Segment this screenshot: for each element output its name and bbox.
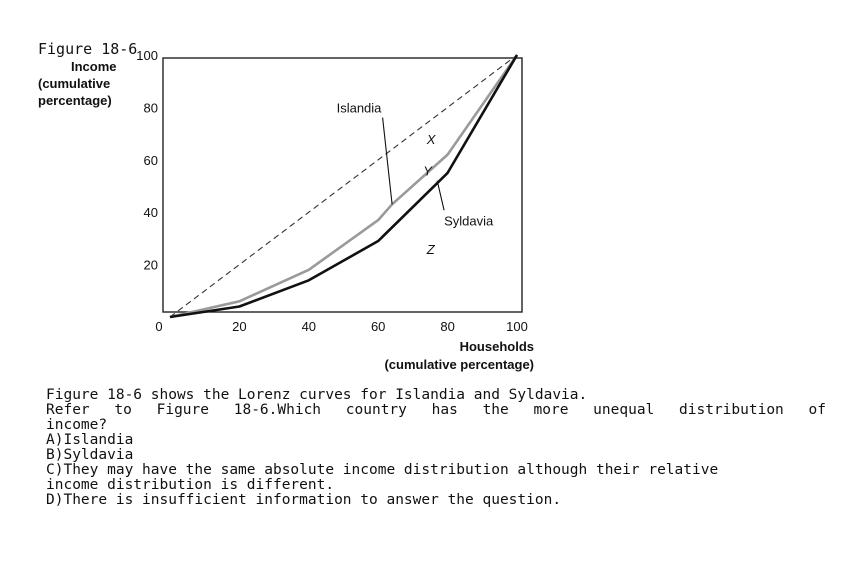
- option-c-cont: income distribution is different.: [46, 477, 335, 493]
- syldavia-curve: [169, 54, 519, 319]
- y-tick-label: 100: [136, 48, 158, 63]
- x-tick-label: 100: [506, 319, 528, 334]
- annotation-layer: Islandia Syldavia X Y Z: [337, 101, 494, 258]
- x-axis-label: Households (cumulative percentage): [356, 338, 534, 374]
- annotation-y: Y: [423, 164, 433, 179]
- tick-layer: 0 20 40 60 80 100 20 40 60 80 100: [136, 48, 528, 334]
- annotation-islandia: Islandia: [337, 101, 383, 116]
- annotation-x: X: [426, 132, 437, 147]
- option-d: D)There is insufficient information to a…: [46, 492, 562, 508]
- annotation-syldavia: Syldavia: [444, 213, 494, 228]
- question-block: Figure 18-6 shows the Lorenz curves for …: [46, 388, 826, 508]
- option-c: C)They may have the same absolute income…: [46, 462, 719, 478]
- annotation-leader-islandia: [382, 117, 393, 205]
- figure-label: Figure 18-6: [38, 40, 138, 58]
- y-tick-label: 80: [144, 100, 158, 115]
- equality-line: [169, 54, 518, 318]
- question-text-cont: income?: [46, 417, 108, 433]
- islandia-curve: [169, 54, 519, 319]
- y-tick-label: 60: [144, 153, 158, 168]
- question-text: Refer to Figure 18-6.Which country has t…: [46, 402, 826, 418]
- x-axis-label-line: Households: [459, 339, 534, 354]
- series-layer: [169, 54, 519, 319]
- annotation-z: Z: [426, 242, 436, 257]
- y-axis-label-line: (cumulative: [38, 76, 111, 91]
- option-b: B)Syldavia: [46, 447, 134, 463]
- x-tick-label: 60: [371, 319, 385, 334]
- y-tick-label: 40: [144, 205, 158, 220]
- x-tick-label: 80: [440, 319, 454, 334]
- option-a: A)Islandia: [46, 432, 134, 448]
- y-axis-label-line: Income: [71, 59, 117, 74]
- x-tick-label: 40: [302, 319, 316, 334]
- question-intro: Figure 18-6 shows the Lorenz curves for …: [46, 387, 588, 403]
- x-tick-label: 20: [232, 319, 246, 334]
- y-axis-label: Income (cumulative percentage): [38, 58, 117, 109]
- x-tick-label: 0: [155, 319, 162, 334]
- y-tick-label: 20: [144, 258, 158, 273]
- lorenz-chart: 0 20 40 60 80 100 20 40 60 80 100 Islandia Syldavia…: [136, 48, 528, 334]
- y-axis-label-line: percentage): [38, 93, 112, 108]
- x-axis-label-line: (cumulative percentage): [384, 357, 534, 372]
- annotation-leader-syldavia: [436, 180, 445, 211]
- plot-frame: [162, 57, 523, 313]
